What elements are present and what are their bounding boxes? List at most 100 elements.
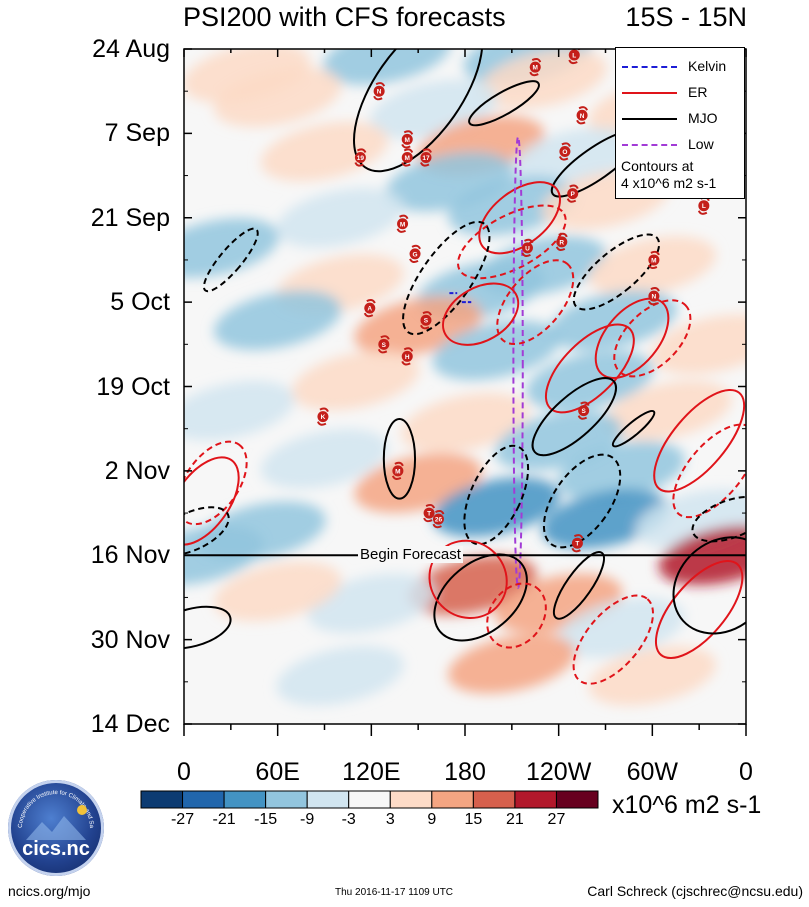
er-contour (442, 282, 520, 346)
storm-dot (556, 236, 568, 248)
storm-label: N (377, 89, 382, 96)
storm-marker: M (391, 461, 404, 480)
storm-dot (409, 248, 421, 260)
storm-marker: K (317, 407, 329, 426)
mjo-contour (691, 495, 746, 543)
mjo-contour (468, 80, 540, 127)
storm-dot (317, 411, 329, 423)
storm-marker: U (521, 238, 534, 258)
mjo-contour (382, 418, 417, 500)
legend-label: ER (688, 84, 708, 100)
anomaly-blob (213, 290, 342, 350)
storm-marker: 17 (420, 148, 432, 167)
storm-marker: S (420, 311, 432, 330)
storm-swirl-icon (576, 106, 589, 125)
y-tick-label: 2 Nov (104, 456, 170, 485)
storm-swirl-icon (373, 82, 386, 101)
anomaly-blob (432, 320, 560, 381)
storm-label: O (562, 149, 567, 156)
anomaly-blob (432, 477, 560, 537)
low-contour (512, 135, 524, 589)
colorbar-swatch (182, 790, 225, 809)
colorbar-label: 21 (506, 811, 524, 828)
logo-arc-text: Cooperative Institute for Climate and Sa… (8, 780, 94, 829)
er-contour (594, 297, 670, 380)
storm-swirl-icon (577, 401, 590, 420)
storm-dot (401, 350, 413, 362)
storm-dot (648, 254, 660, 266)
anomaly-blob (260, 429, 389, 489)
mjo-contour (463, 444, 530, 546)
storm-marker: T (571, 534, 584, 553)
storm-swirl-icon (409, 244, 421, 264)
anomaly-blob (184, 218, 279, 278)
storm-dot (529, 61, 541, 73)
er-contour (184, 456, 240, 546)
storm-label: N (652, 294, 657, 301)
colorbar-label: 3 (385, 811, 395, 828)
storm-dot (576, 109, 588, 121)
storm-swirl-icon (566, 184, 579, 203)
anomaly-blob (448, 633, 576, 694)
legend-note: Contours at 4 x10^6 m2 s-1 (621, 158, 716, 192)
legend-line-swatch (622, 118, 677, 120)
er-contour (496, 259, 575, 346)
storm-swirl-icon (391, 461, 404, 480)
storm-swirl-icon (396, 214, 409, 233)
storm-marker: M (647, 250, 660, 270)
colorbar-swatch (265, 790, 308, 809)
storm-marker: N (647, 286, 660, 306)
storm-dot (567, 188, 579, 200)
x-tick-label: 0 (739, 758, 753, 786)
storm-label: M (533, 65, 538, 72)
storm-dot (378, 338, 390, 350)
storm-dot (364, 302, 376, 314)
storm-label: 26 (435, 517, 443, 524)
anomaly-blob (276, 187, 404, 248)
storm-dot (432, 513, 444, 525)
anomaly-blob (557, 441, 685, 501)
legend-label: Low (688, 136, 714, 152)
storm-swirl-icon (529, 57, 542, 77)
storm-marker: O (558, 142, 571, 161)
storm-swirl-icon (521, 238, 534, 258)
storm-label: P (571, 191, 576, 198)
storm-dot (559, 145, 571, 157)
er-contour (653, 388, 746, 493)
y-tick-label: 7 Sep (104, 119, 170, 148)
mjo-contour (572, 233, 661, 311)
anomaly-blob (213, 67, 342, 127)
begin-forecast-label: Begin Forecast (358, 546, 463, 563)
legend-item-mjo: MJO (616, 108, 744, 128)
storm-dot (354, 151, 366, 163)
colorbar-swatch (140, 790, 184, 809)
storm-marker: P (566, 184, 579, 203)
colorbar-swatch (223, 790, 267, 809)
mjo-contour (552, 551, 605, 620)
mjo-contour (542, 453, 622, 549)
colorbar-swatch (514, 790, 557, 809)
storm-marker: 26 (432, 509, 445, 529)
footer-url[interactable]: ncics.org/mjo (8, 883, 91, 899)
storm-swirl-icon (647, 250, 660, 270)
x-tick-label: 60E (255, 758, 300, 786)
colorbar-swatch (555, 790, 599, 809)
storm-swirl-icon (401, 347, 414, 366)
storm-dot (648, 290, 660, 302)
storm-label: S (382, 342, 387, 349)
colorbar-label: -3 (341, 811, 356, 828)
storm-label: 19 (357, 155, 365, 162)
storm-label: L (702, 203, 706, 210)
storm-label: G (413, 251, 418, 258)
storm-marker: H (401, 347, 414, 366)
mjo-contour (202, 227, 259, 293)
footer-timestamp: Thu 2016-11-17 1109 UTC (335, 887, 454, 898)
storm-label: N (580, 113, 585, 120)
storm-dot (420, 314, 432, 326)
anomaly-blob (291, 350, 420, 411)
legend-label: Kelvin (688, 58, 727, 74)
storm-swirl-icon (377, 335, 390, 354)
legend-line-swatch (622, 144, 677, 146)
storm-label: M (400, 221, 405, 228)
svg-text:Cooperative Institute for Clim: Cooperative Institute for Climate and Sa… (8, 780, 94, 829)
